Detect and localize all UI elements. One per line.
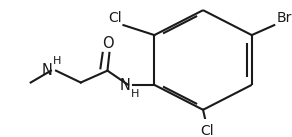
Text: H: H	[53, 56, 62, 66]
Text: Cl: Cl	[201, 124, 214, 137]
Text: Br: Br	[277, 11, 292, 25]
Text: N: N	[120, 78, 131, 93]
Text: H: H	[131, 89, 140, 99]
Text: O: O	[102, 36, 113, 52]
Text: N: N	[42, 63, 53, 78]
Text: Cl: Cl	[108, 11, 122, 25]
